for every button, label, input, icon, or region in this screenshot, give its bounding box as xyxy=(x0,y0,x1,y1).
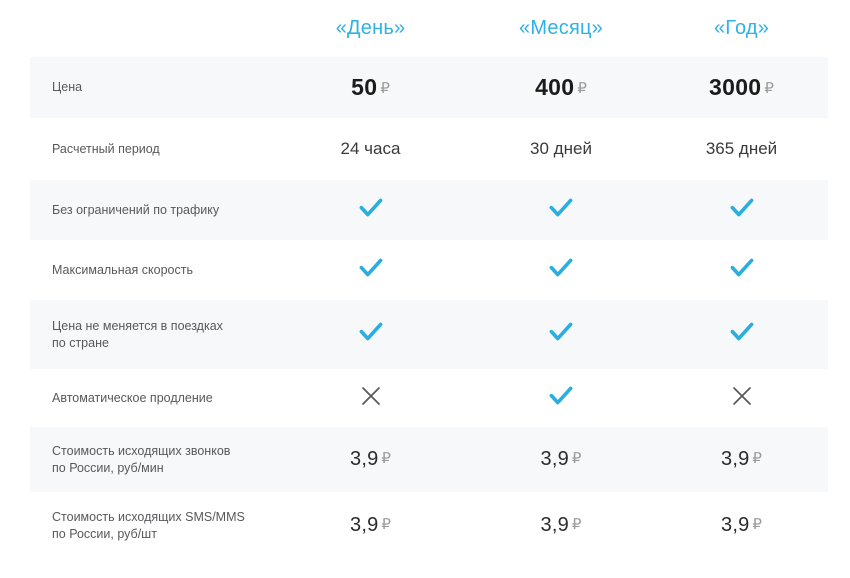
cell-month: 30 дней xyxy=(467,139,655,159)
column-header-year: «Год» xyxy=(713,17,770,39)
table-row: Цена не меняется в поездках по стране xyxy=(30,300,828,369)
cell-year xyxy=(655,258,828,283)
rate-value: 3,9 xyxy=(540,448,569,470)
ruble-icon: ₽ xyxy=(752,516,762,533)
check-icon xyxy=(359,198,383,218)
rate-value: 3,9 xyxy=(350,448,379,470)
row-label-line1: Автоматическое продление xyxy=(52,390,213,405)
table-row: Расчетный период 24 часа 30 дней 365 дне… xyxy=(30,118,828,180)
ruble-icon: ₽ xyxy=(380,80,390,97)
cell-month: 400 ₽ xyxy=(467,74,655,101)
rate-value: 3,9 xyxy=(540,514,569,536)
column-header-month: «Месяц» xyxy=(519,17,603,39)
column-header-day: «День» xyxy=(335,17,406,39)
cell-month xyxy=(467,322,655,347)
table-row: Стоимость исходящих SMS/MMS по России, р… xyxy=(30,492,828,559)
ruble-icon: ₽ xyxy=(752,450,762,467)
cross-icon xyxy=(731,385,753,407)
check-icon xyxy=(730,198,754,218)
cell-year: 3,9 ₽ xyxy=(655,514,828,537)
row-label: Автоматическое продление xyxy=(30,390,274,407)
row-label-line1: Стоимость исходящих SMS/MMS xyxy=(52,509,245,524)
cell-month xyxy=(467,386,655,411)
row-label-line1: Цена xyxy=(52,80,83,94)
check-icon xyxy=(549,258,573,278)
row-label-line2: по стране xyxy=(52,335,109,350)
cell-year: 3000 ₽ xyxy=(655,74,828,101)
period-value: 30 дней xyxy=(530,139,592,158)
check-icon xyxy=(549,386,573,406)
table-row: Стоимость исходящих звонков по России, р… xyxy=(30,427,828,492)
check-icon xyxy=(359,258,383,278)
cell-day: 24 часа xyxy=(274,139,467,159)
ruble-icon: ₽ xyxy=(571,516,582,533)
table-row: Цена 50 ₽ 400 ₽ 3000 ₽ xyxy=(30,57,828,118)
table-row: Максимальная скорость xyxy=(30,240,828,300)
row-label-line1: Расчетный период xyxy=(52,141,160,156)
period-value: 24 часа xyxy=(340,139,401,158)
row-label-line1: Максимальная скорость xyxy=(52,262,193,277)
ruble-icon: ₽ xyxy=(577,80,587,97)
cell-day xyxy=(274,258,467,283)
cell-year xyxy=(655,198,828,223)
price-value: 3000 xyxy=(709,74,762,100)
cell-day: 3,9 ₽ xyxy=(274,514,467,537)
price-value: 400 xyxy=(535,74,575,100)
table-row: Автоматическое продление xyxy=(30,369,828,427)
cell-month xyxy=(467,258,655,283)
cell-year xyxy=(655,322,828,347)
rate-value: 3,9 xyxy=(721,514,750,536)
cell-day xyxy=(274,385,467,412)
cross-icon xyxy=(360,385,382,407)
check-icon xyxy=(549,322,573,342)
cell-day: 50 ₽ xyxy=(274,74,467,101)
row-label: Расчетный период xyxy=(30,141,274,158)
row-label: Максимальная скорость xyxy=(30,262,274,279)
cell-year: 3,9 ₽ xyxy=(655,448,828,471)
cell-month xyxy=(467,198,655,223)
ruble-icon: ₽ xyxy=(571,450,582,467)
cell-day xyxy=(274,322,467,347)
cell-year xyxy=(655,385,828,412)
row-label-line1: Цена не меняется в поездках xyxy=(52,318,223,333)
row-label-line2: по России, руб/шт xyxy=(52,526,157,541)
rate-value: 3,9 xyxy=(721,448,750,470)
row-label: Цена xyxy=(30,79,274,96)
ruble-icon: ₽ xyxy=(381,516,391,533)
check-icon xyxy=(730,258,754,278)
rate-value: 3,9 xyxy=(350,514,379,536)
table-body: Цена 50 ₽ 400 ₽ 3000 ₽ Расчетный период 24 … xyxy=(30,57,828,559)
row-label-line1: Без ограничений по трафику xyxy=(52,202,220,217)
table-row: Без ограничений по трафику xyxy=(30,180,828,240)
period-value: 365 дней xyxy=(705,139,778,158)
check-icon xyxy=(730,322,754,342)
table-header-row: «День» «Месяц» «Год» xyxy=(30,0,828,57)
cell-month: 3,9 ₽ xyxy=(467,514,655,537)
row-label: Цена не меняется в поездках по стране xyxy=(30,318,274,352)
cell-day xyxy=(274,198,467,223)
cell-month: 3,9 ₽ xyxy=(467,448,655,471)
cell-year: 365 дней xyxy=(655,139,828,159)
check-icon xyxy=(549,198,573,218)
ruble-icon: ₽ xyxy=(764,80,774,97)
row-label: Без ограничений по трафику xyxy=(30,202,274,219)
ruble-icon: ₽ xyxy=(381,450,391,467)
cell-day: 3,9 ₽ xyxy=(274,448,467,471)
row-label: Стоимость исходящих SMS/MMS по России, р… xyxy=(30,509,274,543)
price-value: 50 xyxy=(351,74,378,100)
check-icon xyxy=(359,322,383,342)
row-label: Стоимость исходящих звонков по России, р… xyxy=(30,443,274,477)
row-label-line1: Стоимость исходящих звонков xyxy=(52,443,231,458)
row-label-line2: по России, руб/мин xyxy=(52,460,164,475)
